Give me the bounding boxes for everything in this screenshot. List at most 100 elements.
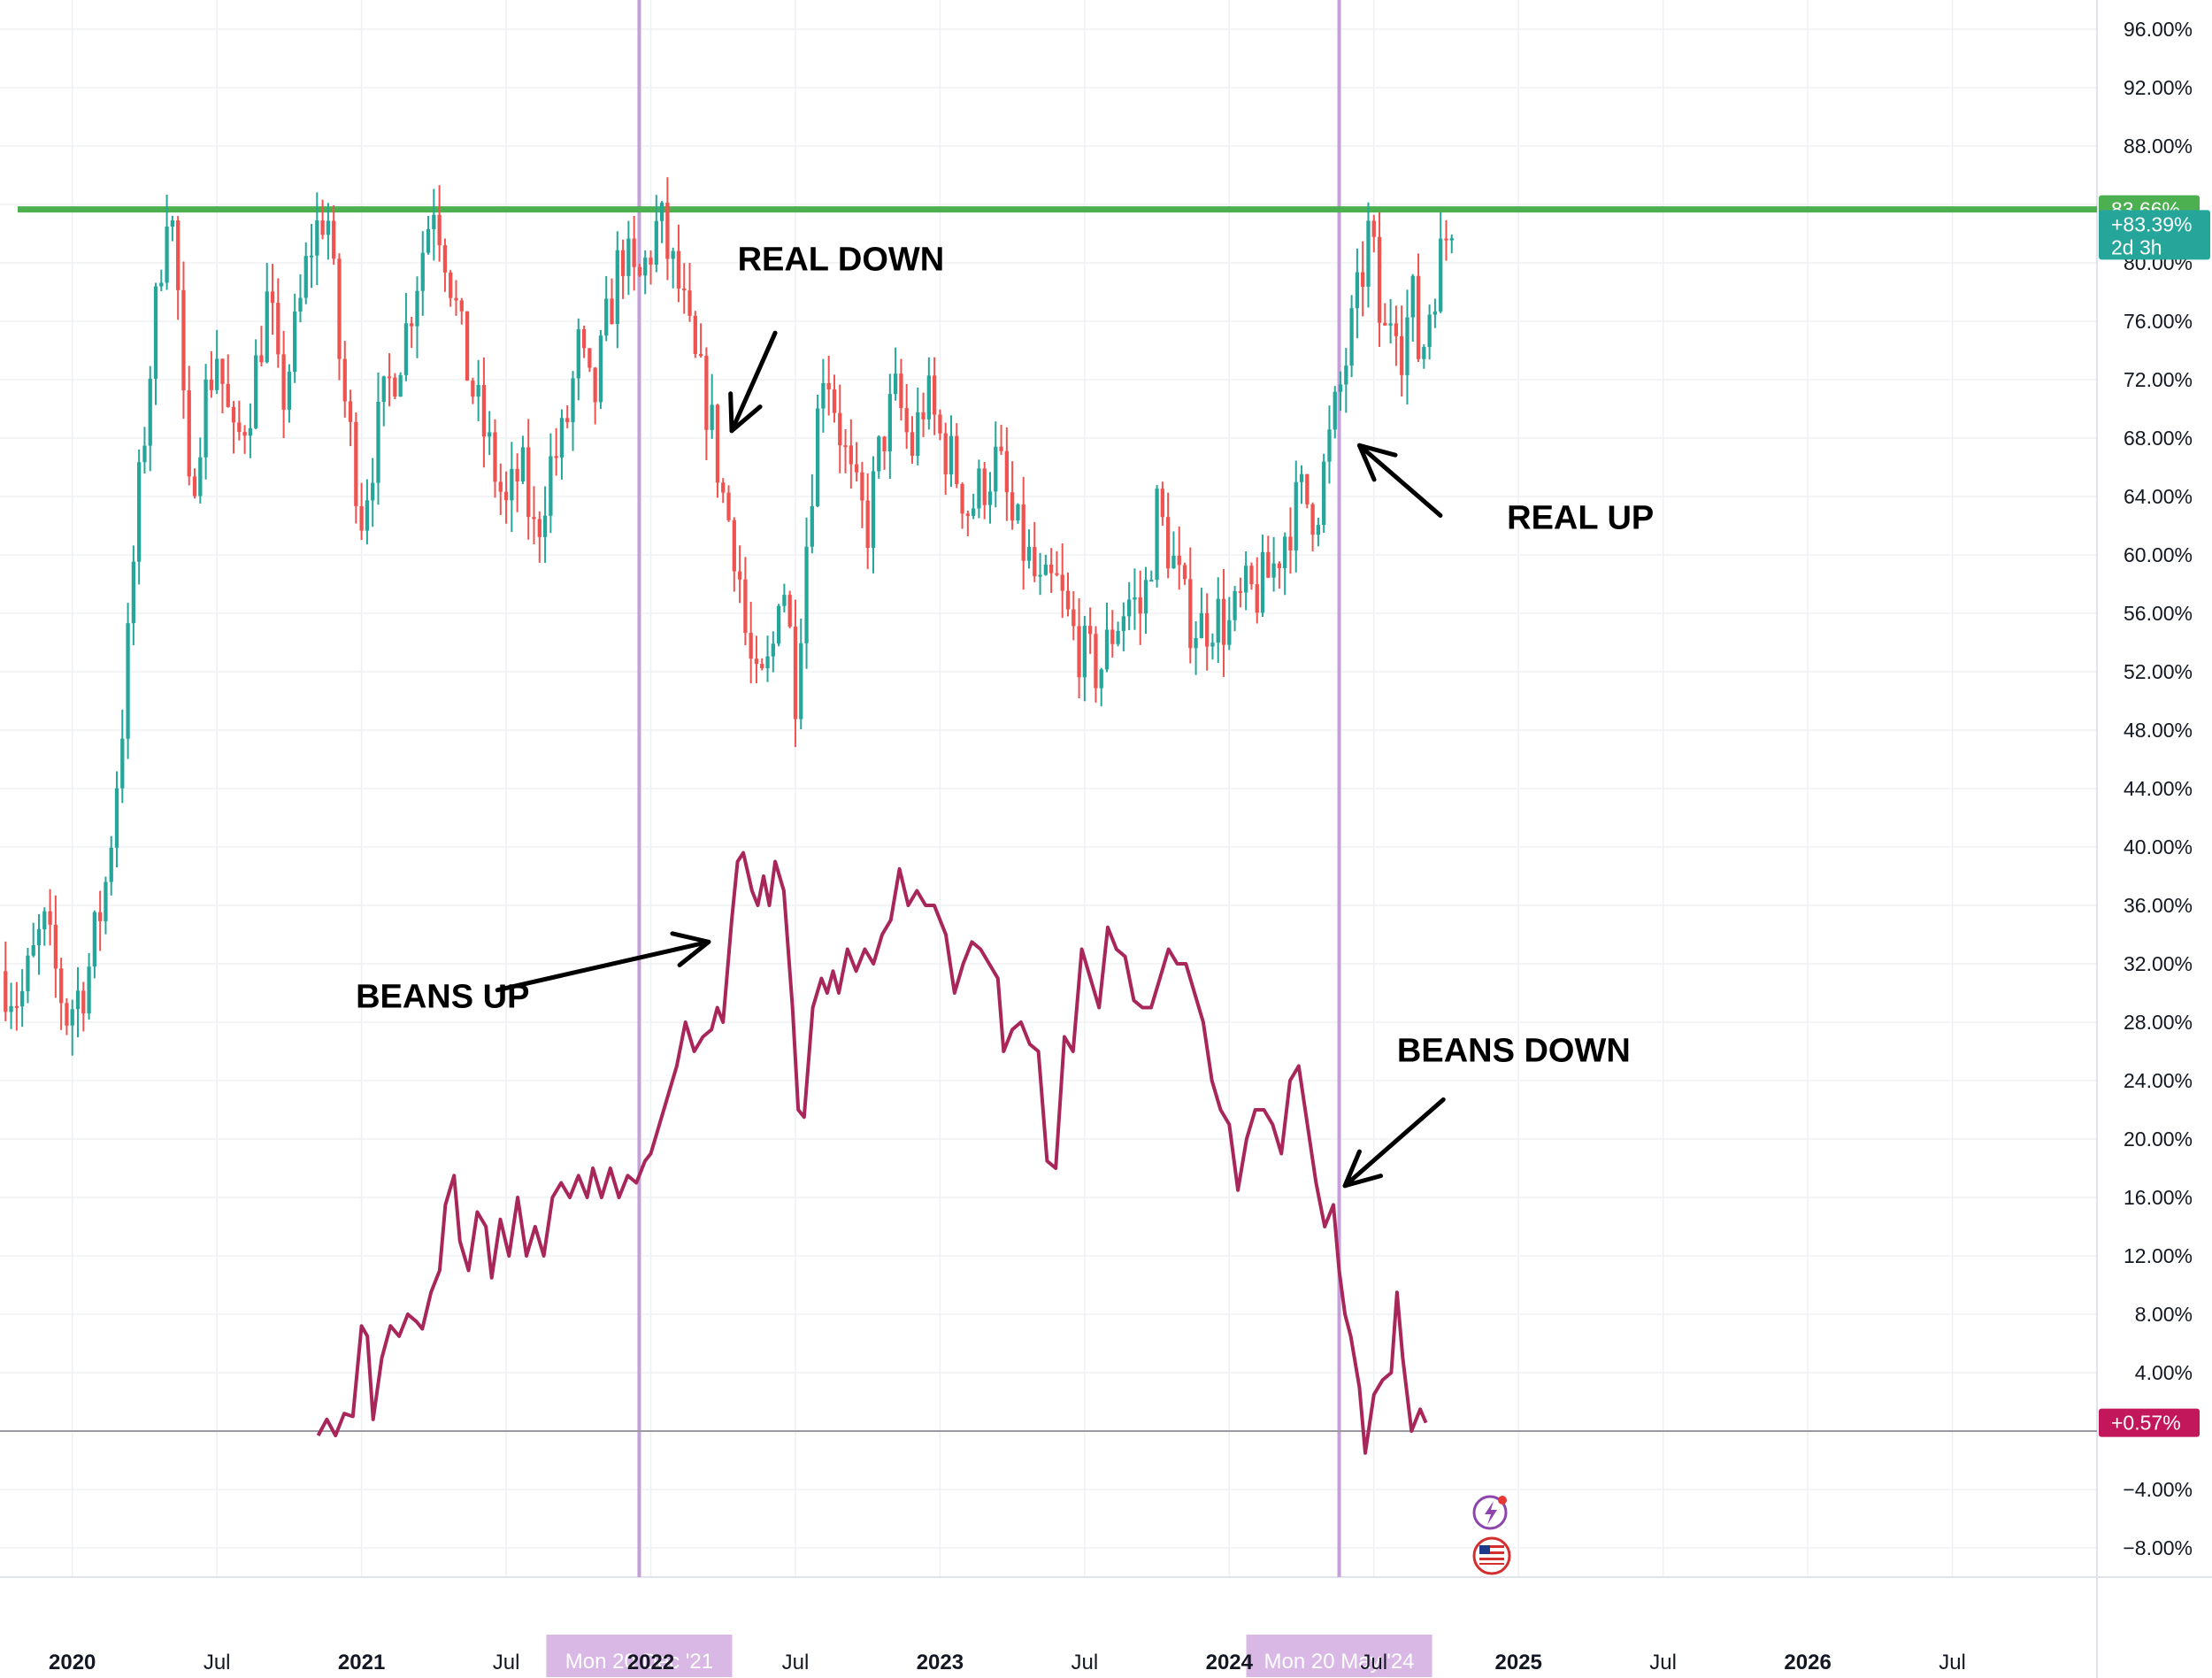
candle-body (192, 476, 197, 496)
candle-body (354, 421, 358, 506)
candle-body (432, 214, 436, 229)
candle-body (537, 519, 541, 537)
y-tick-label: 48.00% (2124, 719, 2193, 742)
horizontal-lines (0, 206, 2097, 1432)
candle-body (92, 912, 97, 967)
candle-body (1188, 579, 1193, 649)
candle-body (971, 508, 976, 516)
candle-body (821, 382, 826, 409)
candle-body (877, 436, 881, 472)
candle-body (9, 1005, 13, 1012)
candle-body (832, 389, 837, 413)
candle-body (1405, 317, 1409, 375)
x-tick-label: Jul (782, 1651, 810, 1674)
candle-body (1400, 335, 1404, 375)
x-crosshair-label: Mon 20 May '24 (1264, 1650, 1415, 1674)
candle-body (1255, 584, 1259, 613)
candle-body (849, 445, 853, 465)
candle-body (332, 220, 336, 259)
candle-body (59, 968, 64, 1004)
candle-body (53, 924, 58, 969)
y-tick-label: 88.00% (2124, 135, 2193, 158)
y-tick-label: 92.00% (2124, 76, 2193, 99)
y-tick-label: 44.00% (2124, 777, 2193, 800)
candle-body (860, 472, 864, 501)
candle-body (1310, 504, 1315, 535)
candle-body (1205, 612, 1210, 647)
candle-body (259, 355, 264, 363)
y-tick-label: 12.00% (2124, 1244, 2193, 1267)
y-tick-label: 20.00% (2124, 1128, 2193, 1151)
candle-body (1316, 525, 1321, 535)
candle-body (449, 272, 453, 298)
candle-body (581, 329, 587, 349)
candle-body (588, 348, 592, 368)
candle-body (120, 738, 125, 789)
candle-body (949, 435, 954, 475)
candle-body (1260, 551, 1265, 613)
candle-body (732, 520, 736, 572)
candle-body (710, 404, 714, 430)
candle-body (559, 418, 565, 458)
candle-body (676, 250, 681, 289)
x-tick-label: Jul (1649, 1651, 1677, 1674)
candle-body (921, 412, 926, 420)
x-tick-label: 2026 (1784, 1651, 1831, 1674)
x-tick-label: Jul (1939, 1651, 1966, 1674)
candle-body (237, 422, 242, 433)
candle-body (1355, 272, 1360, 309)
candle-body (293, 312, 297, 373)
candle-body (520, 447, 526, 482)
candle-body (1127, 599, 1132, 617)
lightning-icon[interactable] (1472, 1495, 1508, 1530)
annotation-label: REAL DOWN (738, 241, 945, 278)
candle-body (1366, 220, 1371, 288)
candle-body (1394, 323, 1399, 336)
candle-body (1349, 308, 1354, 366)
candle-body (465, 311, 470, 381)
candle-body (598, 335, 603, 403)
price-label-value: +83.39% (2111, 212, 2192, 235)
candle-body (114, 788, 119, 848)
candle-body (1439, 238, 1443, 312)
candle-body (220, 358, 225, 384)
candle-body (1177, 555, 1181, 566)
candle-body (1065, 590, 1071, 610)
candle-body (649, 258, 653, 265)
candle-body (1033, 547, 1037, 577)
x-tick-label: 2022 (627, 1651, 674, 1674)
candle-body (159, 282, 164, 287)
candle-body (1171, 555, 1176, 569)
indicator-icons[interactable] (1472, 1495, 1511, 1575)
candle-body (142, 445, 147, 463)
candle-body (960, 483, 964, 514)
candle-body (542, 515, 548, 537)
y-tick-label: 32.00% (2124, 952, 2193, 975)
candle-body (198, 457, 203, 496)
annotation-arrowhead (670, 931, 711, 967)
candle-body (1388, 323, 1393, 326)
candle-body (938, 414, 942, 434)
candle-body (815, 408, 820, 506)
candle-body (620, 250, 626, 276)
us-flag-icon[interactable] (1472, 1536, 1511, 1575)
candle-body (204, 379, 208, 458)
candle-body (671, 250, 675, 259)
candle-body (170, 220, 175, 227)
x-axis: Mon 20 Dec '21 Mon 20 May '24 2020 Jul 2021 J… (49, 1635, 1966, 1677)
candle-body (226, 383, 230, 407)
candle-body (1294, 481, 1298, 550)
candle-body (231, 406, 236, 423)
candle-body (771, 643, 775, 657)
candle-body (1049, 564, 1054, 573)
candle-body (131, 561, 136, 624)
candle-body (843, 445, 848, 448)
y-tick-label: 68.00% (2124, 427, 2193, 450)
candle-body (365, 500, 370, 531)
candle-body (503, 491, 509, 501)
candle-body (776, 605, 781, 644)
candle-body (1104, 629, 1110, 670)
annotation-arrowhead (1356, 443, 1398, 482)
